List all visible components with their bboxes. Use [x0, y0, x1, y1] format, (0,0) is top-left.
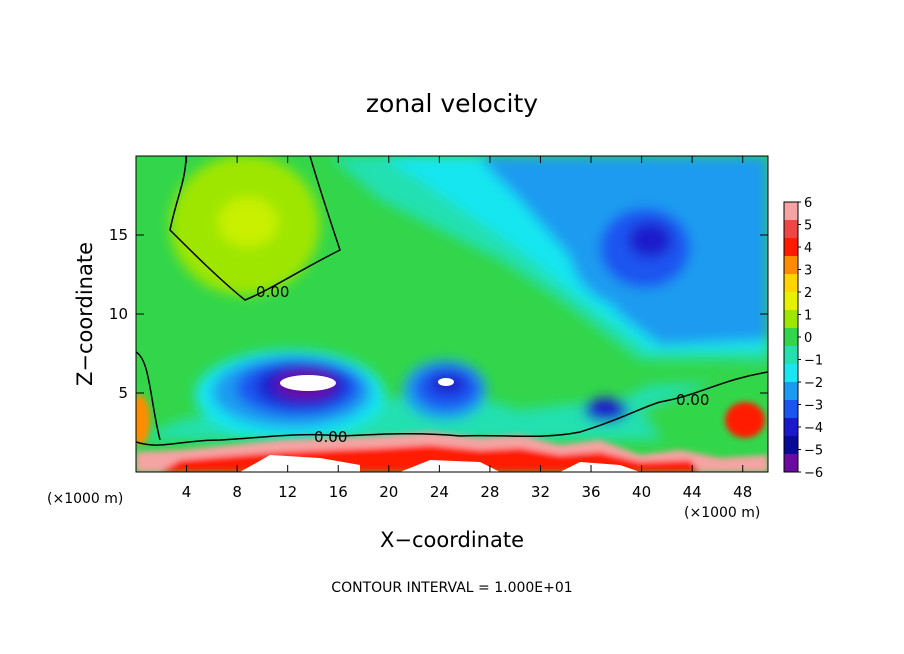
colorbar-swatch: [784, 220, 798, 239]
x-tick-label: 24: [430, 483, 449, 501]
x-tick-label: 4: [182, 483, 192, 501]
x-unit-right: (×1000 m): [684, 505, 760, 521]
y-tick-label: 15: [109, 226, 128, 244]
colorbar-tick-label: 2: [804, 286, 812, 301]
x-tick-label: 12: [278, 483, 297, 501]
colorbar-swatch: [784, 436, 798, 455]
colorbar-swatch: [784, 274, 798, 293]
colorbar-tick-label: 1: [804, 309, 812, 324]
contour-label-2: 0.00: [314, 428, 347, 446]
chart-title: zonal velocity: [366, 89, 538, 118]
colorbar-tick-label: −6: [804, 466, 823, 481]
colorbar-tick-label: −3: [804, 399, 823, 414]
x-tick-label: 48: [733, 483, 752, 501]
y-tick-label: 10: [109, 305, 128, 323]
x-tick-label: 44: [683, 483, 702, 501]
x-tick-label: 36: [581, 483, 600, 501]
colorbar: 6 5 4 3 2 1 0 −1 −2 −3 −4 −5 −6: [783, 196, 823, 481]
y-axis: 5 10 15: [109, 226, 768, 402]
colorbar-swatch: [784, 238, 798, 257]
colorbar-swatch: [784, 400, 798, 419]
contour-interval-note: CONTOUR INTERVAL = 1.000E+01: [331, 580, 572, 596]
x-tick-label: 8: [232, 483, 242, 501]
x-tick-label: 16: [329, 483, 348, 501]
colorbar-swatch: [784, 364, 798, 383]
colorbar-tick-label: 4: [804, 241, 812, 256]
colorbar-tick-label: 0: [804, 331, 812, 346]
plot-area: [136, 156, 768, 472]
colorbar-swatch: [784, 418, 798, 437]
colorbar-tick-label: 6: [804, 196, 812, 211]
colorbar-swatch: [784, 328, 798, 347]
colorbar-tick-label: −4: [804, 421, 823, 436]
colorbar-swatch: [784, 256, 798, 275]
x-tick-label: 28: [480, 483, 499, 501]
colorbar-tick-label: −2: [804, 376, 823, 391]
contour-label-1: 0.00: [256, 283, 289, 301]
y-tick-label: 5: [118, 384, 128, 402]
colorbar-swatch: [784, 346, 798, 365]
colorbar-tick-label: −1: [804, 354, 823, 369]
colorbar-tick-label: 3: [804, 264, 812, 279]
colorbar-tick-label: −5: [804, 444, 823, 459]
colorbar-swatch: [784, 382, 798, 401]
x-unit-left: (×1000 m): [47, 491, 123, 507]
colorbar-swatch: [784, 292, 798, 311]
colorbar-swatch: [784, 202, 798, 221]
x-tick-label: 40: [632, 483, 651, 501]
colorbar-swatch: [784, 310, 798, 329]
x-axis-title: X−coordinate: [380, 528, 524, 552]
colorbar-tick-label: 5: [804, 219, 812, 234]
x-axis: 4 8 12 16 20 24 28 32 36 40 44 48: [182, 156, 752, 501]
x-tick-label: 32: [531, 483, 550, 501]
contour-label-3: 0.00: [676, 391, 709, 409]
colorbar-swatch: [784, 454, 798, 473]
x-tick-label: 20: [379, 483, 398, 501]
y-axis-title: Z−coordinate: [73, 242, 97, 386]
